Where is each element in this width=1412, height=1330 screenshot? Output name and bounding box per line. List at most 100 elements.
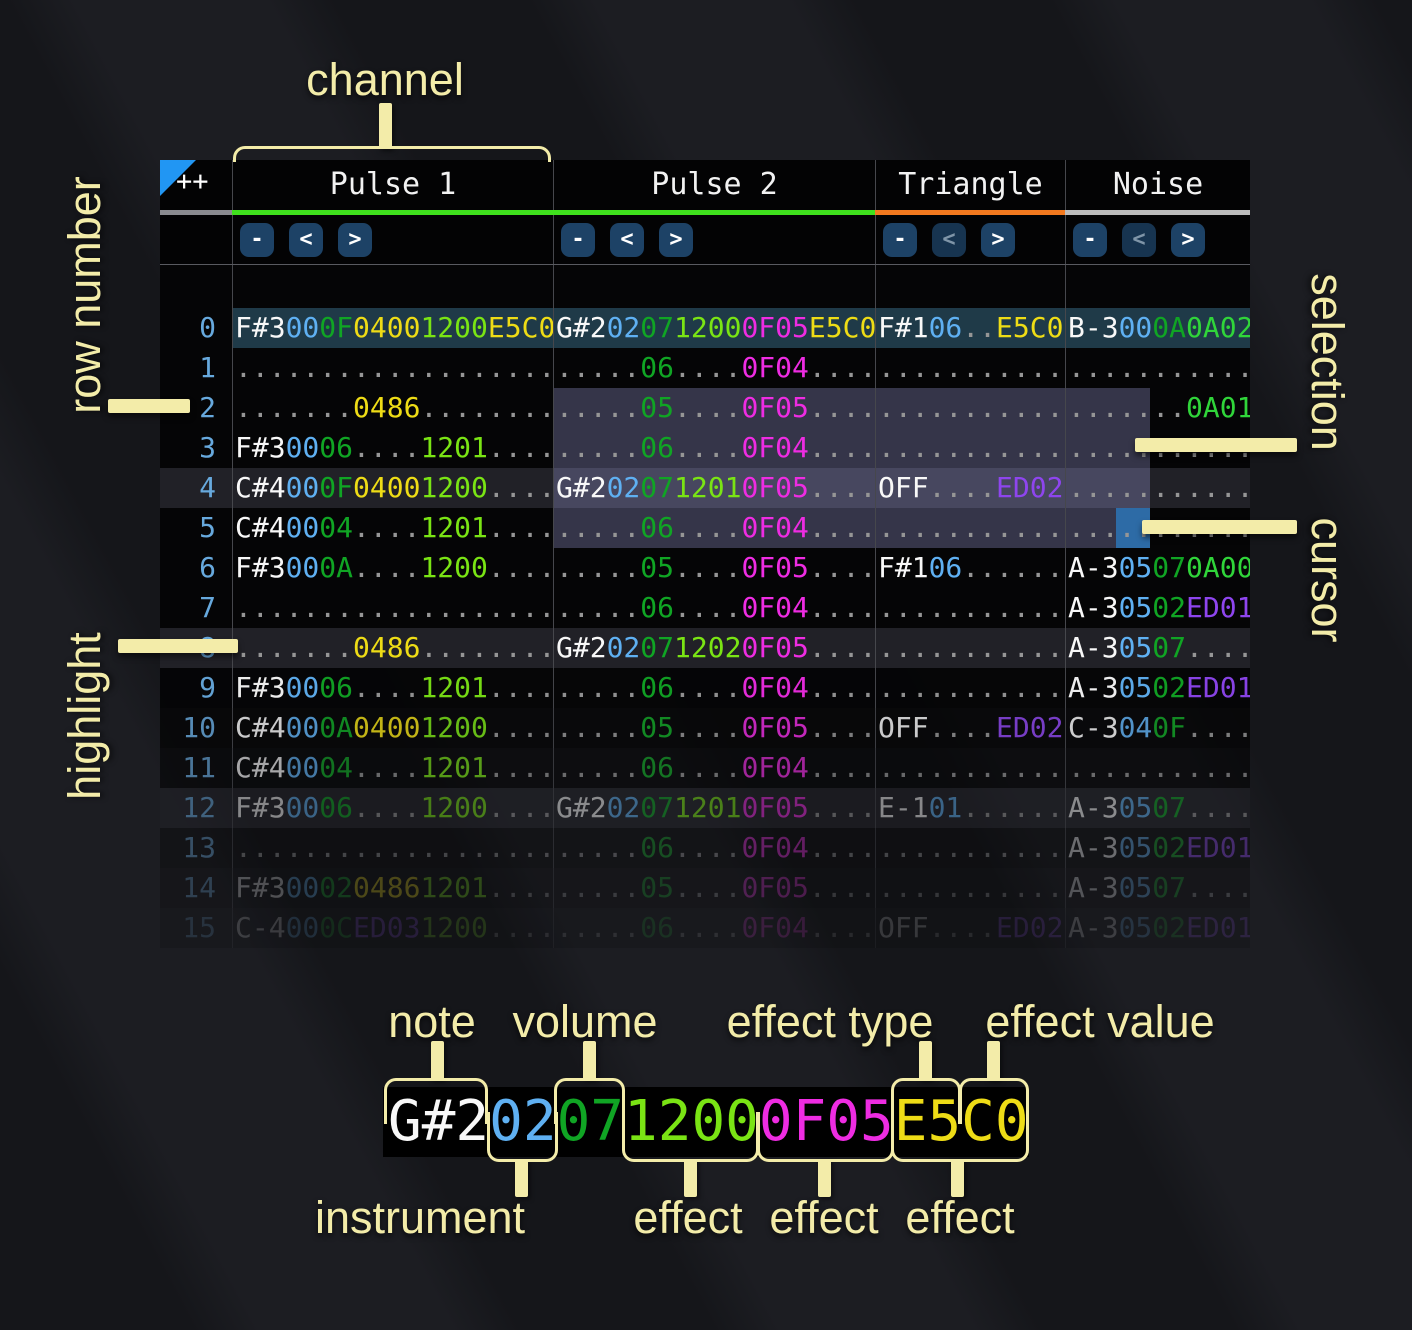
pattern-cell-p2-row-9[interactable]: .....06....0F04....: [553, 668, 875, 708]
pattern-cell-p2-row-0[interactable]: G#2020712000F05E5C0: [553, 308, 875, 348]
pattern-cell-p1-row-8[interactable]: .......0486........: [232, 628, 553, 668]
cell-segment-note: F#1: [878, 551, 929, 584]
prev-pattern-button-pulse-1[interactable]: <: [289, 222, 323, 257]
cell-segment-inst: 00: [285, 551, 320, 584]
pattern-cell-p1-row-7[interactable]: ...................: [232, 588, 553, 628]
pattern-cell-noi-row-10[interactable]: C-3040F....: [1065, 708, 1250, 748]
pattern-cell-noi-row-14[interactable]: A-30507....: [1065, 868, 1250, 908]
pattern-cell-p1-row-0[interactable]: F#3000F04001200E5C0: [232, 308, 553, 348]
prev-pattern-button-triangle[interactable]: <: [932, 222, 966, 257]
mute-button-pulse-1[interactable]: -: [240, 222, 274, 257]
mute-button-triangle[interactable]: -: [883, 222, 917, 257]
pattern-cell-tri-row-9[interactable]: ...........: [875, 668, 1065, 708]
pattern-cell-noi-row-9[interactable]: A-30502ED01: [1065, 668, 1250, 708]
prev-pattern-button-noise[interactable]: <: [1122, 222, 1156, 257]
pattern-cell-tri-row-5[interactable]: ...........: [875, 508, 1065, 548]
pattern-cell-p1-row-14[interactable]: F#3000204861201....: [232, 868, 553, 908]
pattern-cell-tri-row-10[interactable]: OFF....ED02: [875, 708, 1065, 748]
pattern-cell-noi-row-12[interactable]: A-30507....: [1065, 788, 1250, 828]
pattern-cell-p1-row-11[interactable]: C#40004....1201....: [232, 748, 553, 788]
cell-segment-vol: 02: [1152, 671, 1187, 704]
pattern-cell-p1-row-6[interactable]: F#3000A....1200....: [232, 548, 553, 588]
pattern-cell-noi-row-13[interactable]: A-30502ED01: [1065, 828, 1250, 868]
pattern-cell-tri-row-7[interactable]: ...........: [875, 588, 1065, 628]
pattern-cell-tri-row-11[interactable]: ...........: [875, 748, 1065, 788]
cell-segment-fxP: ED01: [1186, 591, 1250, 624]
pattern-cell-noi-row-8[interactable]: A-30507....: [1065, 628, 1250, 668]
legend-instrument-bracket: [487, 1112, 558, 1162]
cell-segment-fx12: 1200: [420, 911, 488, 944]
pattern-cell-p1-row-3[interactable]: F#30006....1201....: [232, 428, 553, 468]
cell-segment-dot: ....: [808, 591, 875, 624]
pattern-cell-noi-row-0[interactable]: B-3000A0A02: [1065, 308, 1250, 348]
pattern-cell-p2-row-5[interactable]: .....06....0F04....: [553, 508, 875, 548]
mute-button-noise[interactable]: -: [1073, 222, 1107, 257]
pattern-cell-tri-row-12[interactable]: E-101......: [875, 788, 1065, 828]
cell-segment-fx12: 1201: [420, 751, 488, 784]
next-pattern-button-pulse-2[interactable]: >: [659, 222, 693, 257]
pattern-cell-tri-row-0[interactable]: F#106..E5C0: [875, 308, 1065, 348]
next-pattern-button-triangle[interactable]: >: [981, 222, 1015, 257]
mute-button-pulse-2[interactable]: -: [561, 222, 595, 257]
pattern-cell-p2-row-15[interactable]: .....06....0F04....: [553, 908, 875, 948]
pattern-row-14: 14 F#3000204861201.... .....05....0F05....…: [160, 868, 1250, 908]
legend-note-stub: [431, 1041, 444, 1080]
pattern-cell-tri-row-13[interactable]: ...........: [875, 828, 1065, 868]
pattern-cell-p1-row-9[interactable]: F#30006....1201....: [232, 668, 553, 708]
cell-segment-note: A-3: [1068, 551, 1119, 584]
pattern-cell-tri-row-1[interactable]: ...........: [875, 348, 1065, 388]
pattern-cell-p2-row-10[interactable]: .....05....0F05....: [553, 708, 875, 748]
pattern-cell-noi-row-11[interactable]: ...........: [1065, 748, 1250, 788]
pattern-cell-tri-row-6[interactable]: F#106......: [875, 548, 1065, 588]
pattern-editor: ++ Pulse 1 Pulse 2 Triangle Noise - < > - < > - < >…: [160, 160, 1250, 948]
pattern-cell-p1-row-12[interactable]: F#30006....1200....: [232, 788, 553, 828]
pattern-cell-noi-row-4[interactable]: ...........: [1065, 468, 1250, 508]
cell-segment-inst: 04: [1118, 711, 1153, 744]
channel-header-pulse-1[interactable]: Pulse 1: [232, 160, 553, 210]
pattern-cell-p2-row-7[interactable]: .....06....0F04....: [553, 588, 875, 628]
cell-segment-dot: ....: [487, 871, 553, 904]
pattern-cell-p2-row-3[interactable]: .....06....0F04....: [553, 428, 875, 468]
pattern-cell-p2-row-8[interactable]: G#2020712020F05....: [553, 628, 875, 668]
channel-header-triangle[interactable]: Triangle: [875, 160, 1065, 210]
pattern-cell-noi-row-7[interactable]: A-30502ED01: [1065, 588, 1250, 628]
prev-pattern-button-pulse-2[interactable]: <: [610, 222, 644, 257]
cell-segment-dot: ....: [808, 391, 875, 424]
pattern-cell-p1-row-15[interactable]: C-4000CED031200....: [232, 908, 553, 948]
pattern-cell-noi-row-1[interactable]: ...........: [1065, 348, 1250, 388]
pattern-cell-noi-row-15[interactable]: A-30502ED01: [1065, 908, 1250, 948]
pattern-cell-p1-row-10[interactable]: C#4000A04001200....: [232, 708, 553, 748]
pattern-cell-p2-row-2[interactable]: .....05....0F05....: [553, 388, 875, 428]
pattern-cell-p2-row-6[interactable]: .....05....0F05....: [553, 548, 875, 588]
pattern-cell-p1-row-5[interactable]: C#40004....1201....: [232, 508, 553, 548]
pattern-cell-p2-row-13[interactable]: .....06....0F04....: [553, 828, 875, 868]
cell-segment-fx12: 1201: [420, 511, 488, 544]
pattern-cell-p2-row-11[interactable]: .....06....0F04....: [553, 748, 875, 788]
next-pattern-button-noise[interactable]: >: [1171, 222, 1205, 257]
pattern-cell-p1-row-13[interactable]: ...................: [232, 828, 553, 868]
pattern-cell-noi-row-6[interactable]: A-305070A00: [1065, 548, 1250, 588]
pattern-cell-tri-row-3[interactable]: ...........: [875, 428, 1065, 468]
channel-header-pulse-2[interactable]: Pulse 2: [553, 160, 875, 210]
pattern-cell-p2-row-12[interactable]: G#2020712010F05....: [553, 788, 875, 828]
pattern-cell-tri-row-14[interactable]: ...........: [875, 868, 1065, 908]
pattern-cell-tri-row-15[interactable]: OFF....ED02: [875, 908, 1065, 948]
cell-segment-vol: 02: [1152, 911, 1187, 944]
pattern-cell-tri-row-8[interactable]: ...........: [875, 628, 1065, 668]
pattern-cell-tri-row-4[interactable]: OFF....ED02: [875, 468, 1065, 508]
channel-header-noise[interactable]: Noise: [1065, 160, 1250, 210]
pattern-cell-p1-row-4[interactable]: C#4000F04001200....: [232, 468, 553, 508]
pattern-cell-p1-row-2[interactable]: .......0486........: [232, 388, 553, 428]
next-pattern-button-pulse-1[interactable]: >: [338, 222, 372, 257]
pattern-cell-tri-row-2[interactable]: ...........: [875, 388, 1065, 428]
pattern-cell-p2-row-4[interactable]: G#2020712010F05....: [553, 468, 875, 508]
pattern-cell-p1-row-1[interactable]: ...................: [232, 348, 553, 388]
cell-segment-dot: ....: [808, 711, 875, 744]
cell-segment-dot: .......: [235, 391, 354, 424]
pattern-cell-p2-row-1[interactable]: .....06....0F04....: [553, 348, 875, 388]
cell-segment-fxY: 0486: [353, 391, 421, 424]
pattern-cell-noi-row-2[interactable]: .......0A01: [1065, 388, 1250, 428]
cell-segment-note: F#3: [235, 311, 286, 344]
pattern-cell-p2-row-14[interactable]: .....05....0F05....: [553, 868, 875, 908]
header-names: ++ Pulse 1 Pulse 2 Triangle Noise: [160, 160, 1250, 210]
